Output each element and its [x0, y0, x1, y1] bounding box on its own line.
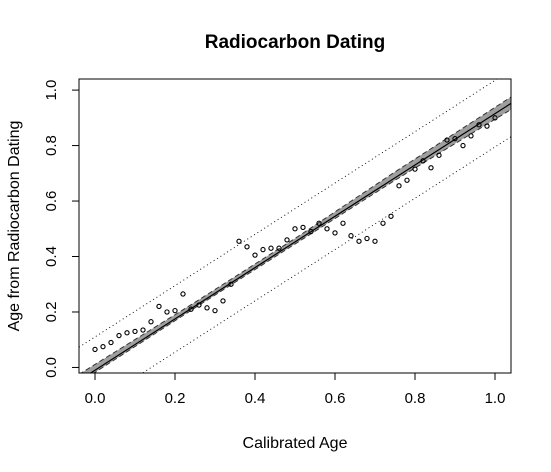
data-point: [180, 291, 186, 297]
y-tick-label: 1.0: [43, 80, 60, 101]
data-point: [420, 158, 426, 164]
data-point: [412, 166, 418, 172]
data-point: [164, 309, 170, 315]
fit-line: [89, 102, 511, 373]
data-point: [460, 142, 466, 149]
data-point: [340, 220, 346, 226]
data-point: [284, 237, 290, 243]
x-tick-label: 0.4: [245, 390, 266, 407]
band-upper-line: [80, 96, 511, 373]
data-point: [356, 238, 362, 244]
data-point: [300, 224, 306, 231]
confidence-band: [81, 97, 511, 373]
data-point: [116, 332, 122, 339]
data-point: [196, 302, 202, 308]
chart-title: Radiocarbon Dating: [205, 32, 386, 53]
data-point: [348, 233, 354, 239]
data-point: [108, 339, 114, 346]
data-point: [492, 115, 498, 121]
data-point: [188, 306, 194, 312]
x-tick-label: 1.0: [485, 390, 506, 407]
data-point: [276, 245, 282, 251]
x-tick-label: 0.8: [405, 390, 426, 407]
data-point: [292, 226, 298, 232]
data-point: [132, 328, 138, 335]
data-points: [92, 115, 498, 353]
x-tick-label: 0.2: [165, 390, 186, 407]
data-point: [372, 238, 378, 244]
data-point: [444, 137, 450, 143]
x-tick-label: 0.6: [325, 390, 346, 407]
data-point: [92, 346, 98, 353]
data-point: [252, 252, 258, 258]
fit-lines: [79, 79, 511, 373]
prediction-upper-line: [79, 79, 498, 348]
plot-frame: [78, 78, 512, 374]
data-point: [364, 235, 370, 242]
y-tick-label: 0.8: [43, 135, 60, 156]
data-point: [388, 213, 394, 219]
data-point: [236, 238, 242, 244]
data-point: [204, 305, 210, 311]
data-point: [324, 226, 330, 232]
y-tick-label: 0.6: [43, 191, 60, 212]
data-point: [428, 165, 434, 171]
data-point: [156, 303, 162, 310]
data-point: [140, 327, 146, 333]
data-point: [468, 133, 474, 139]
data-point: [484, 123, 490, 129]
y-tick-label: 0.0: [43, 357, 60, 378]
band-lower-line: [93, 109, 511, 373]
data-point: [148, 319, 154, 325]
y-axis-label: Age from Radiocarbon Dating: [6, 121, 23, 332]
data-point: [268, 245, 274, 251]
y-tick-label: 0.4: [43, 246, 60, 267]
data-point: [332, 230, 338, 236]
data-point: [124, 330, 130, 336]
data-point: [220, 298, 226, 304]
data-point: [404, 177, 410, 183]
data-point: [452, 135, 458, 142]
confidence-band-area: [81, 97, 511, 373]
data-point: [316, 220, 322, 226]
data-point: [212, 307, 218, 314]
y-tick-label: 0.2: [43, 302, 60, 323]
data-point: [172, 307, 178, 314]
data-point: [260, 246, 266, 253]
data-point: [380, 220, 386, 226]
data-point: [100, 344, 106, 350]
data-point: [396, 183, 402, 189]
data-point: [244, 244, 250, 250]
y-axis: 0.0 0.2 0.4 0.6 0.8 1.0: [43, 80, 80, 378]
x-tick-label: 0.0: [85, 390, 106, 407]
x-axis: 0.0 0.2 0.4 0.6 0.8 1.0: [85, 372, 506, 407]
data-point: [228, 281, 234, 287]
x-axis-label: Calibrated Age: [243, 435, 348, 452]
data-point: [476, 122, 482, 128]
prediction-lower-line: [141, 136, 511, 373]
data-point: [436, 152, 442, 158]
data-point: [308, 228, 314, 235]
